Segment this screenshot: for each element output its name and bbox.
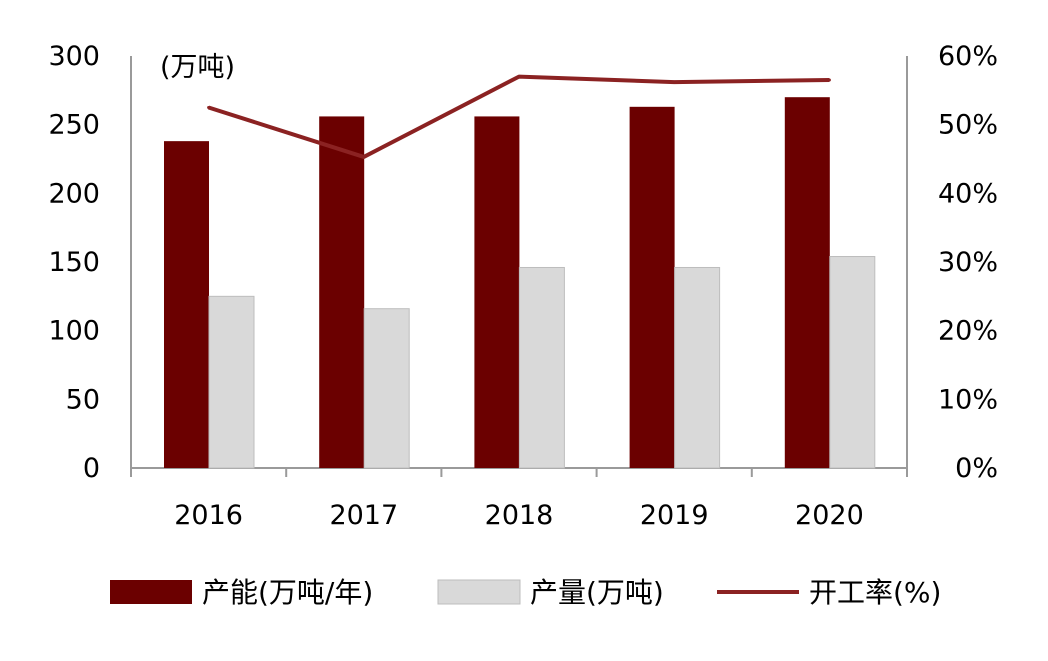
bar-capacity <box>784 97 830 468</box>
legend-label: 产能(万吨/年) <box>202 576 373 609</box>
left-tick-label: 200 <box>48 178 100 209</box>
line-point <box>362 155 366 159</box>
bar-output <box>208 295 255 469</box>
right-tick-label: 50% <box>938 110 998 141</box>
category-label: 2016 <box>174 500 243 531</box>
line-point <box>827 78 831 82</box>
line-point <box>672 80 676 84</box>
bar-capacity <box>629 106 675 469</box>
legend: 产能(万吨/年) 产量(万吨) 开工率(%) <box>110 576 941 609</box>
right-tick-label: 30% <box>938 247 998 278</box>
left-tick-label: 150 <box>48 247 100 278</box>
left-tick-label: 250 <box>48 110 100 141</box>
legend-item-output: 产量(万吨) <box>437 576 664 609</box>
category-label: 2019 <box>640 500 709 531</box>
left-tick-label: 100 <box>48 316 100 347</box>
line-point <box>207 106 211 109</box>
bar-output <box>829 256 876 469</box>
tick-labels: 0 50 100 150 200 250 300 0% 10% 20% 30% 40% 50% 60% 20… <box>48 41 998 531</box>
bars <box>164 97 876 469</box>
line-point <box>517 75 521 79</box>
legend-label: 产量(万吨) <box>530 576 664 609</box>
bar-capacity <box>319 116 365 468</box>
bar-output <box>674 266 721 469</box>
right-tick-label: 40% <box>938 178 998 209</box>
bar-capacity <box>164 141 209 468</box>
bar-capacity <box>474 116 520 468</box>
right-tick-label: 10% <box>938 384 998 415</box>
left-tick-label: 0 <box>83 453 100 484</box>
right-tick-label: 20% <box>938 316 998 347</box>
left-tick-label: 300 <box>48 41 100 72</box>
bar-output <box>363 308 410 469</box>
right-tick-label: 0% <box>955 453 998 484</box>
category-label: 2017 <box>329 500 398 531</box>
legend-item-utilization: 开工率(%) <box>717 576 941 609</box>
left-axis-unit-label: (万吨) <box>160 52 235 83</box>
legend-swatch <box>110 580 192 604</box>
legend-swatch <box>437 579 521 605</box>
left-tick-label: 50 <box>66 384 100 415</box>
legend-item-capacity: 产能(万吨/年) <box>110 576 373 609</box>
bar-output <box>518 266 565 469</box>
right-tick-label: 60% <box>938 41 998 72</box>
category-label: 2018 <box>485 500 554 531</box>
line-layer <box>207 74 831 159</box>
legend-label: 开工率(%) <box>809 576 941 609</box>
category-label: 2020 <box>795 500 864 531</box>
